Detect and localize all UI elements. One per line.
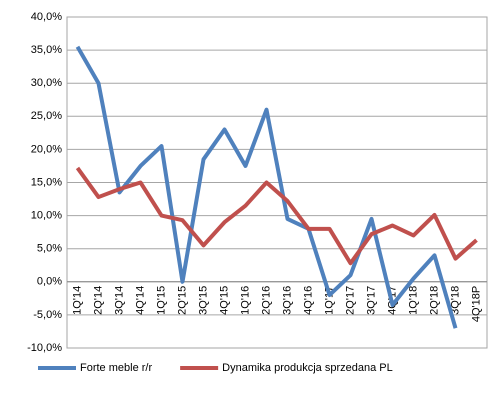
x-tick-label: 2Q'18	[428, 286, 440, 315]
legend-label: Forte meble r/r	[80, 362, 152, 374]
y-tick-label: 40,0%	[31, 11, 62, 23]
x-tick-label: 4Q'14	[134, 286, 146, 315]
y-tick-label: 25,0%	[31, 110, 62, 122]
x-tick-label: 4Q'15	[218, 286, 230, 315]
plot-border	[66, 16, 488, 349]
x-tick-label: 2Q'15	[176, 286, 188, 315]
x-tick-label: 3Q'17	[365, 286, 377, 315]
x-tick-label: 1Q'15	[155, 286, 167, 315]
x-tick-label: 1Q'14	[71, 286, 83, 315]
x-tick-label: 3Q'14	[113, 286, 125, 315]
y-tick-label: 30,0%	[31, 77, 62, 89]
y-tick-label: -5,0%	[33, 309, 62, 321]
x-tick-label: 4Q'16	[302, 286, 314, 315]
x-tick-label: 4Q'18P	[470, 286, 482, 322]
x-tick-label: 2Q'17	[344, 286, 356, 315]
x-tick-label: 2Q'14	[92, 286, 104, 315]
series-line	[75, 45, 458, 329]
x-tick-label: 1Q'16	[239, 286, 251, 315]
x-tick-label: 3Q'16	[281, 286, 293, 315]
series-line	[75, 166, 478, 266]
x-tick-label: 1Q'18	[407, 286, 419, 315]
y-tick-label: 0,0%	[37, 276, 62, 288]
y-tick-label: 20,0%	[31, 143, 62, 155]
x-tick-label: 3Q'15	[197, 286, 209, 315]
y-tick-label: 10,0%	[31, 210, 62, 222]
x-tick-label: 2Q'16	[260, 286, 272, 315]
y-tick-label: 35,0%	[31, 44, 62, 56]
y-tick-label: 15,0%	[31, 176, 62, 188]
y-tick-label: -10,0%	[27, 342, 62, 354]
y-tick-label: 5,0%	[37, 243, 62, 255]
legend-label: Dynamika produkcja sprzedana PL	[222, 362, 393, 374]
x-tick-label: 3Q'18	[449, 286, 461, 315]
